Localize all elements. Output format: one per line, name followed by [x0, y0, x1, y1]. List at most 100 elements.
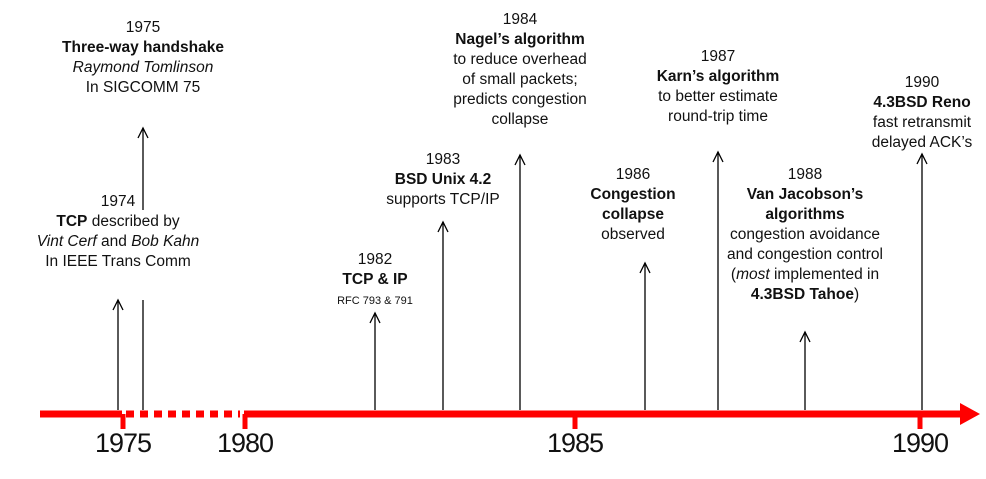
event-line: to reduce overhead [453, 50, 587, 70]
event-text: algorithms [765, 206, 845, 223]
event-1984: 1984 Nagel’s algorithm to reduce overhead o… [453, 10, 587, 130]
event-line: Three-way handshake [62, 38, 224, 58]
arrow-up-icon [369, 311, 381, 324]
event-text: 1984 [502, 11, 538, 28]
event-text: of small packets; [462, 71, 578, 88]
event-line: Nagel’s algorithm [453, 30, 587, 50]
event-line: delayed ACK’s [872, 133, 973, 153]
event-text: described by [87, 213, 180, 230]
event-line: predicts congestion [453, 90, 587, 110]
event-line: 4.3BSD Reno [872, 93, 973, 113]
event-text: Raymond Tomlinson [72, 59, 214, 76]
event-line: 1987 [657, 47, 780, 67]
event-1986: 1986 Congestion collapse observed [590, 165, 675, 245]
event-line: collapse [590, 205, 675, 225]
event-text: ) [853, 286, 860, 303]
event-text: fast retransmit [872, 114, 972, 131]
event-text: 1990 [904, 74, 940, 91]
event-line: algorithms [727, 205, 883, 225]
event-text: Three-way handshake [62, 39, 224, 56]
event-line: collapse [453, 110, 587, 130]
event-1988: 1988 Van Jacobson’s algorithms congestion a… [727, 165, 883, 305]
event-line: fast retransmit [872, 113, 973, 133]
event-line: 1986 [590, 165, 675, 185]
arrow-up-icon [639, 261, 651, 274]
axis-label-1980: 1980 [216, 428, 274, 458]
event-1987: 1987 Karn’s algorithm to better estimate ro… [657, 47, 780, 127]
event-line: 1990 [872, 73, 973, 93]
event-text: 1982 [357, 251, 393, 268]
event-text: congestion avoidance [730, 226, 880, 243]
event-text: collapse [491, 111, 549, 128]
event-text: TCP & IP [342, 271, 408, 288]
arrow-up-icon [437, 220, 449, 233]
event-text: ( [730, 266, 737, 283]
event-1975: 1975 Three-way handshake Raymond Tomlinson… [62, 18, 224, 98]
event-line: and congestion control [727, 245, 883, 265]
event-text: Nagel’s algorithm [455, 31, 585, 48]
event-text: Congestion [590, 186, 676, 203]
event-text: 4.3BSD Tahoe [750, 286, 854, 303]
event-text: BSD Unix 4.2 [394, 171, 492, 188]
event-line: 1982 [337, 250, 413, 270]
event-line: of small packets; [453, 70, 587, 90]
event-text: 1983 [425, 151, 461, 168]
event-1983: 1983 BSD Unix 4.2 supports TCP/IP [386, 150, 499, 210]
event-text: and congestion control [727, 246, 883, 263]
event-text: 1974 [100, 193, 136, 210]
event-text: 4.3BSD Reno [873, 94, 971, 111]
event-line: 1988 [727, 165, 883, 185]
event-text: 1988 [787, 166, 823, 183]
event-text: and [96, 233, 132, 250]
event-text: In IEEE Trans Comm [45, 253, 191, 270]
event-line: TCP & IP [337, 270, 413, 290]
axis-label-1975: 1975 [94, 428, 152, 458]
event-line: Karn’s algorithm [657, 67, 780, 87]
event-text: TCP [56, 213, 88, 230]
event-text: observed [601, 226, 665, 243]
event-text: round-trip time [668, 108, 768, 125]
event-line: 1984 [453, 10, 587, 30]
event-line: 4.3BSD Tahoe) [727, 285, 883, 305]
event-line: supports TCP/IP [386, 190, 499, 210]
event-text: to reduce overhead [453, 51, 587, 68]
event-line: observed [590, 225, 675, 245]
event-text: to better estimate [658, 88, 778, 105]
event-line: In IEEE Trans Comm [37, 252, 200, 272]
event-text: delayed ACK’s [871, 134, 973, 151]
event-text: Vint Cerf [36, 233, 97, 250]
arrow-up-icon [712, 150, 724, 163]
axis-label-1985: 1985 [546, 428, 604, 458]
event-text: RFC 793 & 791 [337, 295, 413, 307]
axis-label-1990: 1990 [891, 428, 949, 458]
event-line: In SIGCOMM 75 [62, 78, 224, 98]
arrow-up-icon [916, 152, 928, 165]
event-text: 1986 [615, 166, 651, 183]
event-line: (most implemented in [727, 265, 883, 285]
event-text: supports TCP/IP [386, 191, 500, 208]
event-1982: 1982 TCP & IP RFC 793 & 791 [337, 250, 413, 310]
event-line: congestion avoidance [727, 225, 883, 245]
event-line: Congestion [590, 185, 675, 205]
arrow-up-icon [112, 298, 124, 311]
event-text: predicts congestion [453, 91, 587, 108]
event-line: 1975 [62, 18, 224, 38]
event-text: most [736, 266, 770, 283]
event-line: RFC 793 & 791 [337, 290, 413, 310]
event-line: Van Jacobson’s [727, 185, 883, 205]
arrow-up-icon [514, 153, 526, 166]
event-text: collapse [601, 206, 665, 223]
event-text: Bob Kahn [131, 233, 200, 250]
event-line: Vint Cerf and Bob Kahn [37, 232, 200, 252]
arrow-up-icon [137, 126, 149, 139]
arrow-up-icon [799, 330, 811, 343]
event-text: implemented in [769, 266, 880, 283]
event-text: In SIGCOMM 75 [85, 79, 201, 96]
event-1990: 1990 4.3BSD Reno fast retransmit delayed AC… [872, 73, 973, 153]
event-line: round-trip time [657, 107, 780, 127]
event-text: 1987 [700, 48, 736, 65]
event-1974: 1974 TCP described by Vint Cerf and Bob Ka… [37, 192, 200, 272]
event-line: TCP described by [37, 212, 200, 232]
